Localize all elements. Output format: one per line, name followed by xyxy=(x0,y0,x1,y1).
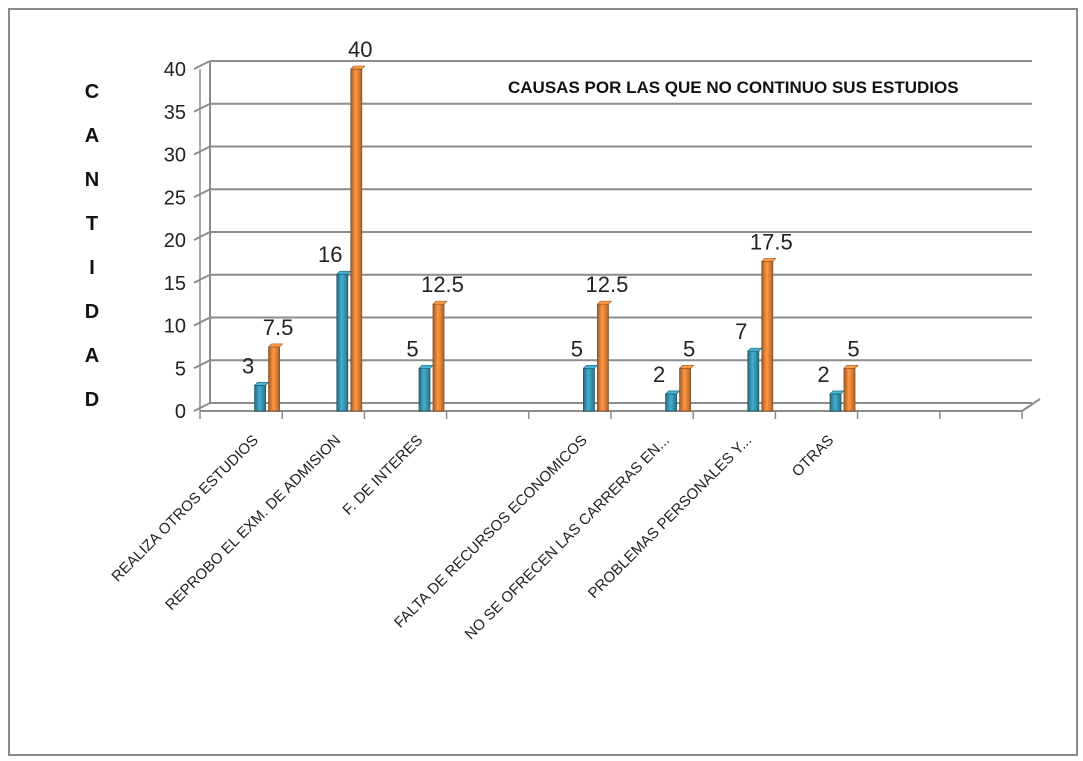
data-label: 17.5 xyxy=(750,229,793,254)
y-title-letter: C xyxy=(85,81,99,103)
y-title-letter: A xyxy=(85,125,99,147)
bar-top xyxy=(582,364,599,369)
y-title-letter: D xyxy=(85,389,99,411)
bar-series2 xyxy=(679,367,691,412)
bar-series1 xyxy=(583,367,595,412)
category-label: REPROBO EL EXM. DE ADMISION xyxy=(162,432,344,614)
bar-series2 xyxy=(268,346,281,412)
y-tick-label: 10 xyxy=(164,316,186,338)
y-tick-label: 0 xyxy=(175,401,186,423)
bar-top xyxy=(829,390,845,395)
y-tick-label: 35 xyxy=(164,102,186,124)
data-label: 5 xyxy=(683,336,695,361)
y-tick-label: 40 xyxy=(164,59,186,81)
y-title-letter: N xyxy=(85,169,99,191)
bar-top xyxy=(253,382,270,386)
y-title-letter: I xyxy=(89,257,95,279)
y-title-letter: T xyxy=(86,213,98,235)
data-label: 40 xyxy=(348,37,372,62)
data-label: 5 xyxy=(847,336,859,361)
gridline-depth xyxy=(193,316,211,327)
floor-right-edge xyxy=(1021,398,1041,412)
bar-top xyxy=(267,343,284,348)
bar-top xyxy=(596,300,613,305)
y-tick-label: 20 xyxy=(164,230,186,252)
bar-top xyxy=(418,364,434,369)
y-tick-label: 15 xyxy=(164,273,186,295)
bar-series2 xyxy=(761,260,774,412)
chart-frame: 0 5 10 15 20 25 30 35 40 3 16 5 5 2 7 2 7.5 40 12.5 12.5 5 1… xyxy=(8,8,1078,756)
bar-top xyxy=(350,65,366,70)
bar-top xyxy=(678,364,695,369)
data-label: 12.5 xyxy=(421,272,464,297)
data-label: 2 xyxy=(817,362,829,387)
data-label: 7 xyxy=(735,319,747,344)
bar-series2 xyxy=(432,303,445,412)
data-label: 5 xyxy=(571,336,583,361)
gridline-depth xyxy=(193,359,211,370)
data-label: 5 xyxy=(406,336,418,361)
y-tick-label: 25 xyxy=(164,187,186,209)
bar-top xyxy=(664,390,681,395)
y-tick-label: 5 xyxy=(175,358,186,380)
bar-series2 xyxy=(843,367,856,412)
bar-top xyxy=(747,347,763,352)
category-label: OTRAS xyxy=(789,432,838,481)
bar-top xyxy=(432,300,448,305)
bar-series2 xyxy=(597,303,609,412)
gridline-depth xyxy=(193,102,211,113)
chart-title: CAUSAS POR LAS QUE NO CONTINUO SUS ESTUD… xyxy=(508,78,959,97)
gridline-depth xyxy=(193,231,211,241)
gridline-depth xyxy=(193,60,211,70)
y-axis-ticks: 0 5 10 15 20 25 30 35 40 xyxy=(164,59,186,423)
bar-series1 xyxy=(829,393,842,412)
category-label: PROBLEMAS PERSONALES Y... xyxy=(585,432,755,602)
gridline-depth xyxy=(193,188,211,199)
bar-series1 xyxy=(336,273,349,412)
data-label: 12.5 xyxy=(585,272,628,297)
data-label: 16 xyxy=(318,242,342,267)
data-label: 7.5 xyxy=(263,315,294,340)
category-label: REALIZA OTROS ESTUDIOS xyxy=(108,432,261,585)
gridline-depth xyxy=(193,273,211,284)
gridline-depth xyxy=(193,145,211,156)
bar-series2 xyxy=(350,68,363,412)
y-tick-label: 30 xyxy=(164,145,186,167)
bar-series1 xyxy=(747,350,760,412)
bar-series1 xyxy=(418,367,431,412)
y-title-letter: A xyxy=(85,345,99,367)
data-label: 3 xyxy=(242,353,254,378)
bar-series1 xyxy=(254,384,267,412)
y-title-letter: D xyxy=(85,301,99,323)
data-label: 2 xyxy=(653,362,665,387)
bars xyxy=(253,65,859,412)
bar-top xyxy=(761,258,777,262)
gridline-depth xyxy=(193,402,211,412)
category-label: F. DE INTERES xyxy=(339,432,426,519)
bar-series1 xyxy=(665,393,677,412)
bar-top xyxy=(843,364,859,369)
gridlines xyxy=(193,60,1041,419)
